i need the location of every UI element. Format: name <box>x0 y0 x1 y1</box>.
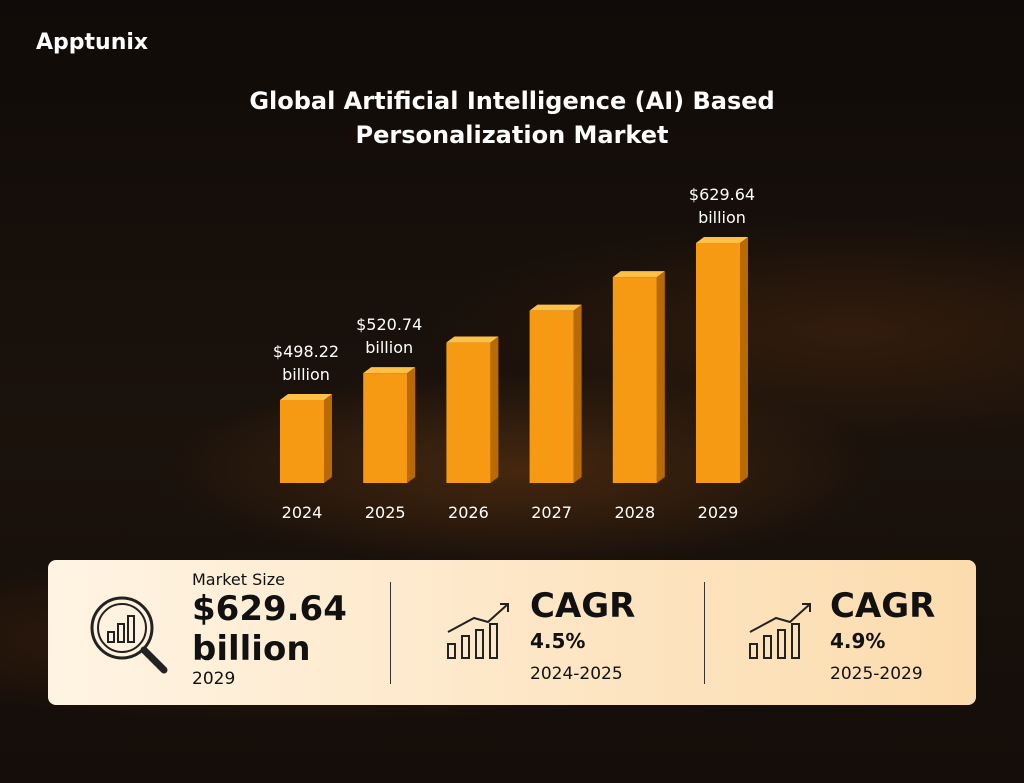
bar-side <box>656 271 665 483</box>
bar-top <box>612 271 665 278</box>
bar-side <box>324 394 332 483</box>
growth-icon <box>447 603 509 659</box>
growth-icon <box>749 603 811 659</box>
bar-side <box>490 336 499 483</box>
stat-label: Market Size <box>192 570 285 589</box>
stat-period: 2024-2025 <box>530 664 623 684</box>
magnifier-icon <box>90 596 168 674</box>
divider <box>390 582 391 684</box>
x-tick-label: 2025 <box>364 503 406 522</box>
bar-top <box>529 304 582 311</box>
x-tick-label: 2024 <box>281 503 323 522</box>
bar <box>446 342 491 483</box>
x-tick-label: 2027 <box>531 503 572 522</box>
value-label: $520.74 billion <box>356 315 423 358</box>
stat-value: 4.5% <box>530 629 586 653</box>
stat-label: CAGR <box>830 586 936 626</box>
bar <box>280 400 324 483</box>
stat: CAGR 4.5% 2024-2025 <box>530 586 635 731</box>
bar <box>363 373 408 483</box>
chart <box>280 237 748 483</box>
bar-top <box>696 237 748 243</box>
stats-card: Market Size $629.64 billion 2029 CAGR 4.… <box>48 560 976 705</box>
chart-title: Global Artificial Intelligence (AI) Base… <box>249 87 775 149</box>
stat-period: 2025-2029 <box>830 664 923 684</box>
x-tick-label: 2029 <box>697 503 739 522</box>
divider <box>704 582 705 684</box>
bar <box>612 277 657 483</box>
value-label: $498.22 billion <box>272 342 340 384</box>
bar <box>529 310 574 483</box>
stat-value: $629.64 billion <box>192 589 347 669</box>
stat-value: 4.9% <box>830 629 886 653</box>
value-label: $629.64 billion <box>688 185 756 227</box>
x-tick-label: 2026 <box>448 503 489 522</box>
stat: CAGR 4.9% 2025-2029 <box>830 586 935 731</box>
bar-side <box>407 367 416 483</box>
bar-top <box>363 367 416 374</box>
bar <box>696 243 740 483</box>
bar-side <box>573 304 582 483</box>
x-tick-label: 2028 <box>614 503 656 522</box>
stat-period: 2029 <box>192 669 236 689</box>
bar-top <box>446 336 499 343</box>
bar-side <box>740 237 748 483</box>
brand: Apptunix <box>36 30 149 55</box>
stat: Market Size $629.64 billion 2029 <box>192 570 362 715</box>
bar-top <box>280 394 332 400</box>
stat-label: CAGR <box>530 586 636 626</box>
